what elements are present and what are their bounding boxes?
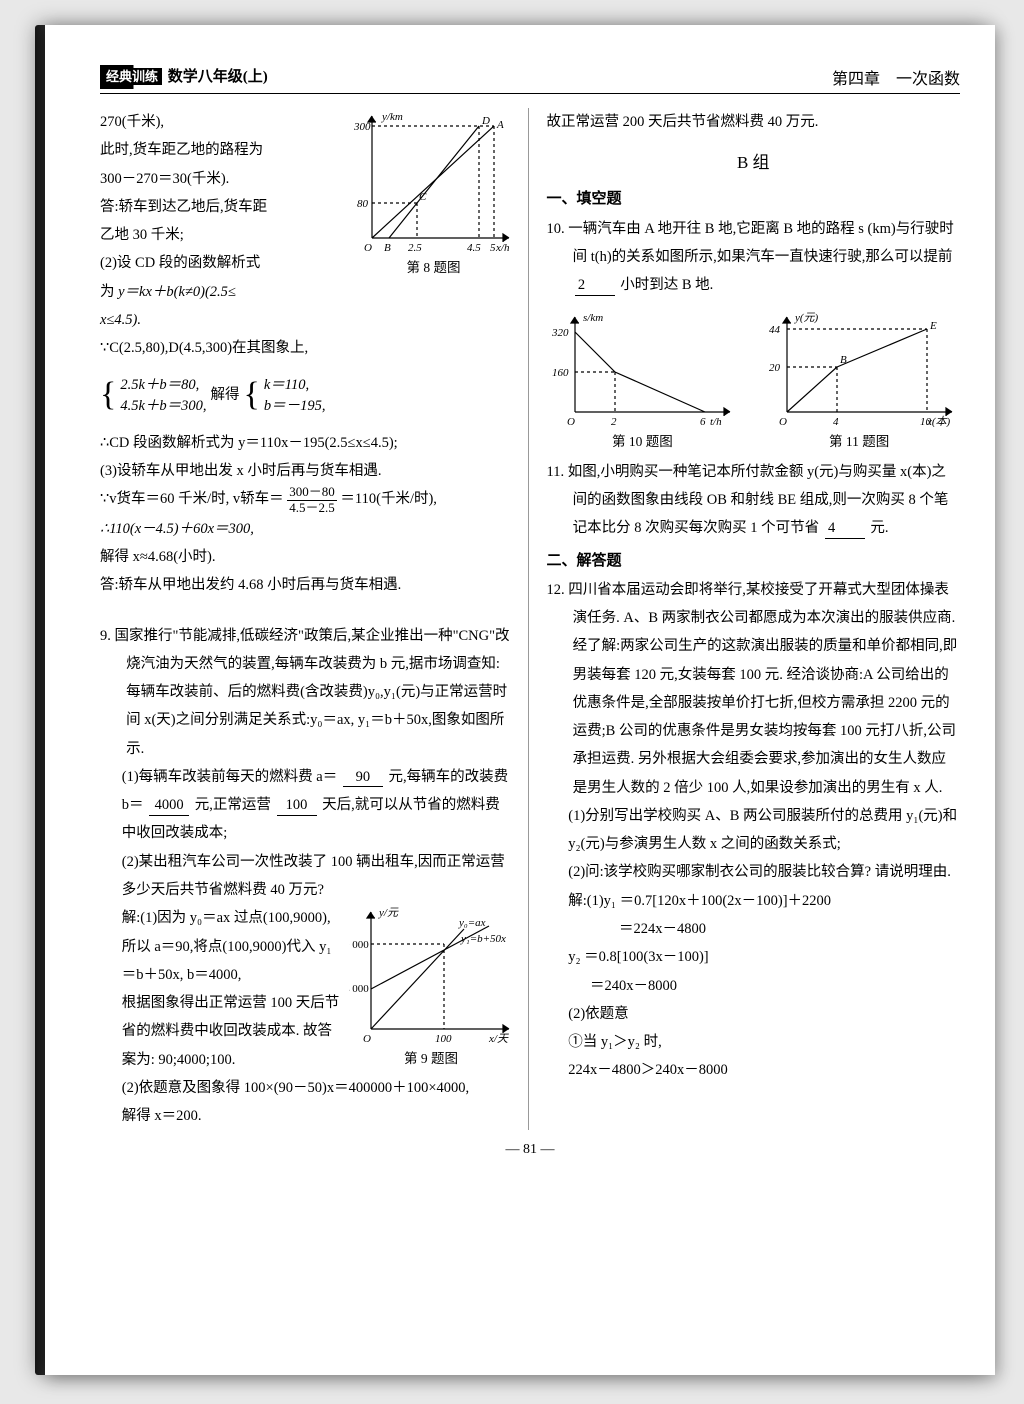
svg-text:9 000: 9 000	[349, 939, 369, 951]
header-left: 经典训练 数学八年级(上)	[100, 65, 268, 89]
figure-8-svg: y/km x/h 300 80 O B 2.5 4.5 5 C D A	[354, 108, 514, 253]
page-header: 经典训练 数学八年级(上) 第四章 一次函数	[100, 65, 960, 94]
svg-text:x/天: x/天	[488, 1033, 509, 1044]
svg-text:B: B	[840, 354, 847, 366]
svg-text:300: 300	[354, 121, 371, 133]
svg-text:4 000: 4 000	[349, 983, 369, 995]
blank-q10: 2	[575, 278, 615, 295]
svg-text:O: O	[364, 242, 372, 253]
figure-10: s/km t/h 320 160 O 2 6 第 10 题图	[550, 307, 735, 455]
carryover-text: 故正常运营 200 天后共节省燃料费 40 万元.	[547, 108, 961, 136]
sol-12-3: (2)依题意	[547, 1000, 961, 1028]
page-container: 经典训练 数学八年级(上) 第四章 一次函数	[45, 25, 995, 1375]
figure-8: y/km x/h 300 80 O B 2.5 4.5 5 C D A	[354, 108, 514, 281]
svg-text:2: 2	[611, 416, 617, 427]
sol-12-1b: ＝224x－4800	[547, 915, 961, 943]
blank-days: 100	[277, 798, 317, 815]
svg-text:C: C	[419, 191, 427, 203]
svg-text:10: 10	[920, 416, 932, 427]
two-column-layout: y/km x/h 300 80 O B 2.5 4.5 5 C D A	[100, 108, 960, 1130]
svg-text:2.5: 2.5	[408, 242, 422, 253]
svg-text:4: 4	[833, 416, 839, 427]
figure-10-caption: 第 10 题图	[550, 429, 735, 455]
problem-11: 11. 如图,小明购买一种笔记本所付款金额 y(元)与购买量 x(本)之间的函数…	[547, 458, 961, 543]
group-b-title: B 组	[547, 146, 961, 179]
right-column: 故正常运营 200 天后共节省燃料费 40 万元. B 组 一、填空题 10. …	[547, 108, 961, 1130]
svg-text:s/km: s/km	[583, 312, 603, 324]
solution-8-cont: x≤4.5). ∵C(2.5,80),D(4.5,300)在其图象上, { 2.…	[100, 306, 514, 600]
figure-11: y(元) x(本) 44 20 O 4 10 B E 第 11 题图	[762, 307, 957, 455]
svg-text:100: 100	[435, 1033, 452, 1044]
svg-text:320: 320	[551, 327, 569, 339]
section-fill: 一、填空题	[547, 185, 961, 214]
figure-8-caption: 第 8 题图	[354, 255, 514, 281]
svg-text:20: 20	[769, 362, 781, 374]
sol-12-2: y₂ ＝0.8[100(3x－100)]	[547, 943, 961, 971]
svg-text:B: B	[384, 242, 391, 253]
svg-text:O: O	[779, 416, 787, 427]
problem-12-p1: (1)分别写出学校购买 A、B 两公司服装所付的总费用 y₁(元)和 y₂(元)…	[547, 802, 961, 859]
page-number: — 81 —	[100, 1142, 960, 1158]
figure-10-svg: s/km t/h 320 160 O 2 6	[550, 307, 735, 427]
svg-text:4.5: 4.5	[467, 242, 481, 253]
figures-10-11-row: s/km t/h 320 160 O 2 6 第 10 题图	[547, 307, 961, 455]
svg-text:y/元: y/元	[378, 907, 399, 919]
problem-9-solution: y/元 x/天 9 000 4 000 O 100 y₀=ax y₁=b+50x…	[100, 904, 514, 1074]
svg-text:y(元): y(元)	[794, 312, 819, 324]
problem8-block: y/km x/h 300 80 O B 2.5 4.5 5 C D A	[100, 108, 514, 306]
blank-a: 90	[343, 770, 383, 787]
svg-text:x/h: x/h	[495, 242, 510, 253]
sol-12-2b: ＝240x－8000	[547, 972, 961, 1000]
figure-9-caption: 第 9 题图	[349, 1046, 514, 1072]
svg-text:O: O	[363, 1033, 371, 1044]
problem-10: 10. 一辆汽车由 A 地开往 B 地,它距离 B 地的路程 s (km)与行驶…	[547, 215, 961, 300]
svg-text:E: E	[929, 320, 937, 332]
problem-9-part1: (1)每辆车改装前每天的燃料费 a＝ 90 元,每辆车的改装费 b＝ 4000 …	[100, 763, 514, 848]
svg-text:5: 5	[490, 242, 496, 253]
blank-q11: 4	[825, 521, 865, 538]
svg-text:80: 80	[357, 198, 369, 210]
svg-text:D: D	[481, 115, 490, 127]
sol-12-1: 解:(1)y₁ ＝0.7[120x＋100(2x－100)]＋2200	[547, 887, 961, 915]
problem-9-stem: 9. 国家推行"节能减排,低碳经济"政策后,某企业推出一种"CNG"改烧汽油为天…	[100, 622, 514, 763]
header-right: 第四章 一次函数	[832, 65, 960, 89]
problem-12-stem: 12. 四川省本届运动会即将举行,某校接受了开幕式大型团体操表演任务. A、B …	[547, 576, 961, 802]
svg-text:A: A	[496, 119, 504, 131]
header-title: 数学八年级(上)	[168, 69, 268, 85]
svg-text:y₀=ax: y₀=ax	[458, 917, 486, 929]
header-badge: 经典训练	[102, 68, 162, 85]
problem-12-p2: (2)问:该学校购买哪家制衣公司的服装比较合算? 请说明理由.	[547, 858, 961, 886]
svg-text:6: 6	[700, 416, 706, 427]
section-solve: 二、解答题	[547, 547, 961, 576]
svg-text:y/km: y/km	[381, 111, 403, 123]
svg-text:160: 160	[552, 367, 569, 379]
sol-12-5: 224x－4800＞240x－8000	[547, 1056, 961, 1084]
equation-system: { 2.5k＋b＝80, 4.5k＋b＝300, 解得 { k＝110, b＝－…	[100, 362, 514, 428]
problem-9-part2: (2)某出租汽车公司一次性改装了 100 辆出租车,因而正常运营多少天后共节省燃…	[100, 848, 514, 905]
figure-9: y/元 x/天 9 000 4 000 O 100 y₀=ax y₁=b+50x…	[349, 904, 514, 1072]
figure-11-svg: y(元) x(本) 44 20 O 4 10 B E	[762, 307, 957, 427]
figure-11-caption: 第 11 题图	[762, 429, 957, 455]
svg-text:y₁=b+50x: y₁=b+50x	[460, 933, 506, 945]
svg-text:O: O	[567, 416, 575, 427]
sol-12-4: ①当 y₁＞y₂ 时,	[547, 1028, 961, 1056]
svg-text:t/h: t/h	[710, 416, 722, 427]
blank-b: 4000	[149, 798, 189, 815]
svg-text:44: 44	[769, 324, 781, 336]
figure-9-svg: y/元 x/天 9 000 4 000 O 100 y₀=ax y₁=b+50x	[349, 904, 514, 1044]
left-column: y/km x/h 300 80 O B 2.5 4.5 5 C D A	[100, 108, 529, 1130]
